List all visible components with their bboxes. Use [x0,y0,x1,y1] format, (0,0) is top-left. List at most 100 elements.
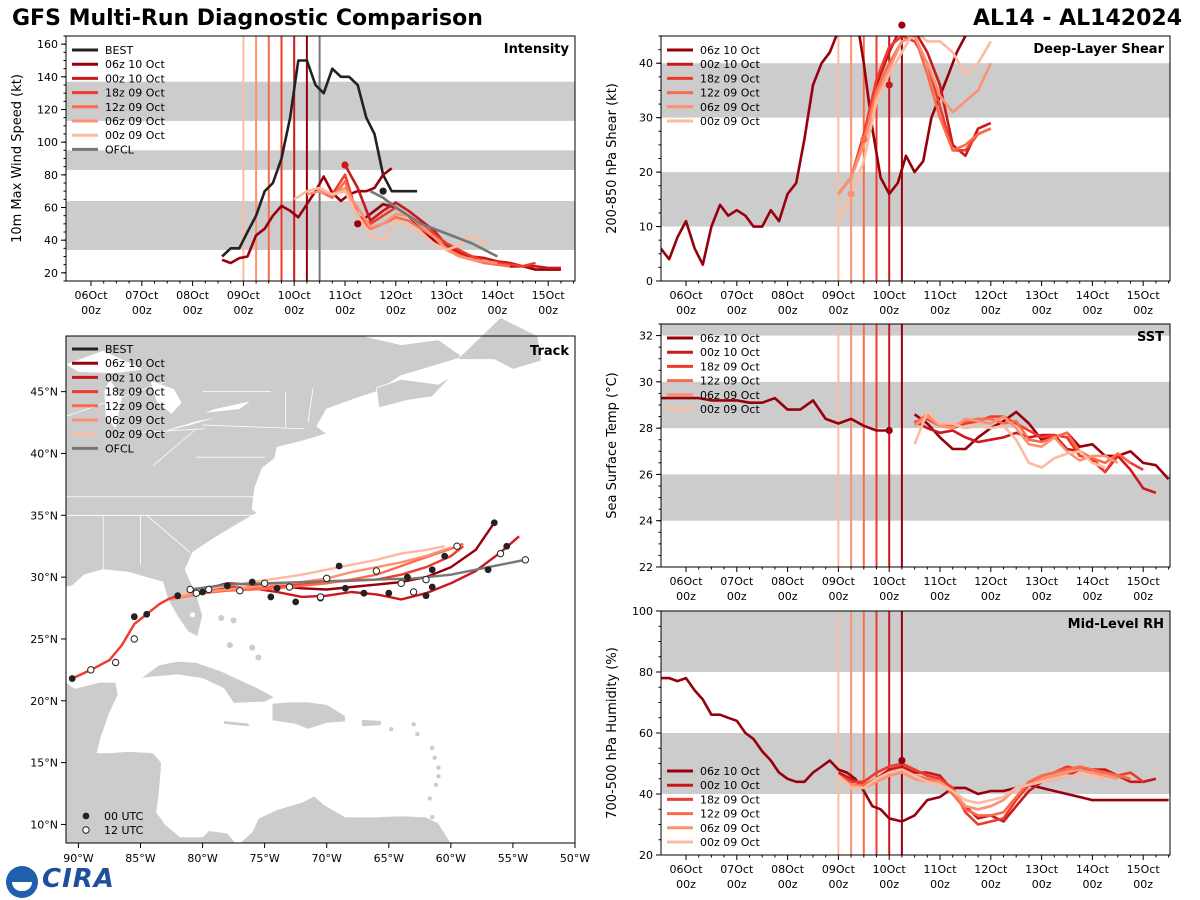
series-line [661,36,967,267]
legend-label: 18z 09 Oct [105,87,165,100]
x-tick-label: 00z [1133,304,1153,317]
series-line [369,190,498,258]
central-america-land [65,681,237,844]
bahamas-island [255,654,262,661]
x-tick-label: 11Oct [923,863,957,876]
x-tick-label: 11Oct [328,289,362,302]
legend-label: 06z 10 Oct [105,58,165,71]
x-tick-label: 00z [930,304,950,317]
x-tick-label: 15Oct [1127,863,1161,876]
series-line [661,396,890,432]
x-tick-label: 12Oct [379,289,413,302]
track-map: 90°W 85°W 80°W 75°W 70°W 65°W 60°W 55°W 50°W 10°N… [30,317,590,865]
shear-chart: 0 10 20 30 40 06Oct 00z 07Oct 00z 08Oct 00z 09Oct 00… [605,21,1171,317]
y-tick-label: 80 [44,169,58,182]
series-line [221,167,393,265]
x-tick-label: 14Oct [1076,289,1110,302]
y-tick-label: 20 [639,849,653,862]
state-border [202,424,305,430]
legend-label: 00z 09 Oct [700,115,760,128]
x-tick-label: 08Oct [771,575,805,588]
y-tick-label: 100 [37,136,58,149]
x-tick-label: 09Oct [822,575,856,588]
marker-12utc [87,666,95,674]
x-tick-label: 00z [879,878,899,891]
x-tick-label: 00z [981,590,1001,603]
x-tick-label: 00z [488,304,508,317]
legend-label: 12z 09 Oct [700,87,760,100]
y-tick-label: 10 [639,221,653,234]
marker-12utc [285,583,294,591]
marker-12utc [316,593,325,601]
marker-12utc [453,542,461,550]
y-tick-label: 30 [639,376,653,389]
marker-00utc [292,598,300,606]
legend-label: 00z 09 Oct [105,428,165,441]
x-tick-label: 11Oct [923,289,957,302]
legend-label: 00z 09 Oct [700,403,760,416]
y-tick-label: 60 [639,727,653,740]
x-tick-label: 00z [1083,304,1103,317]
legend-label: 12z 09 Oct [700,808,760,821]
legend-label: 00z 10 Oct [105,72,165,85]
x-tick-label: 00z [879,590,899,603]
marker-00utc [199,588,206,596]
legend-label: 12z 09 Oct [105,400,165,413]
x-tick-label: 00z [1133,590,1153,603]
marker-12utc [111,658,120,667]
x-tick-label: 00z [778,304,798,317]
lat-tick-label: 40°N [30,447,58,460]
x-tick-label: 07Oct [720,289,754,302]
legend-label: 18z 09 Oct [700,360,760,373]
y-tick-label: 140 [37,71,58,84]
series-line [661,676,1169,823]
legend-label: 00z 09 Oct [700,836,760,849]
y-tick-label: 24 [639,515,653,528]
x-tick-label: 06Oct [74,289,108,302]
x-tick-label: 06Oct [669,575,703,588]
x-tick-label: 14Oct [1076,863,1110,876]
y-tick-label: 80 [639,666,653,679]
x-tick-label: 13Oct [1025,575,1059,588]
series-marker [885,426,893,435]
cira-logo-text: CIRA [42,864,115,894]
y-tick-label: 100 [632,605,653,618]
legend-label: 06z 09 Oct [700,389,760,402]
series-line [913,410,1170,480]
series-line [837,36,992,222]
marker-12utc [422,575,430,584]
lat-tick-label: 45°N [30,386,58,399]
x-tick-label: 00z [879,304,899,317]
x-tick-label: 09Oct [822,863,856,876]
forecast-track [189,558,526,591]
lon-tick-label: 70°W [312,852,342,865]
lake-erie [160,417,215,433]
lon-tick-label: 60°W [436,852,466,865]
lon-tick-label: 85°W [125,852,155,865]
lake-superior [66,350,143,374]
legend-label: OFCL [105,442,135,455]
x-tick-label: 00z [234,304,254,317]
x-tick-label: 06Oct [669,863,703,876]
cuba-land [140,660,276,704]
series-line [837,768,1119,811]
legend-label: 12z 09 Oct [700,375,760,388]
lake-huron [150,380,182,414]
legend-label: 12z 09 Oct [105,101,165,114]
y-tick-label: 40 [44,234,58,247]
lat-tick-label: 10°N [30,818,58,831]
marker-12utc [409,588,418,596]
x-tick-label: 00z [676,304,696,317]
cira-logo: CIRA [4,864,115,898]
series-marker [898,756,906,765]
antilles-island [415,731,420,737]
x-tick-label: 00z [183,304,203,317]
y-tick-label: 30 [639,112,653,125]
antilles-island [389,727,394,732]
series-line [837,765,1157,823]
x-tick-label: 00z [981,878,1001,891]
lon-tick-label: 55°W [498,852,528,865]
y-axis-label: 10m Max Wind Speed (kt) [10,74,25,243]
antilles-island [436,774,441,779]
